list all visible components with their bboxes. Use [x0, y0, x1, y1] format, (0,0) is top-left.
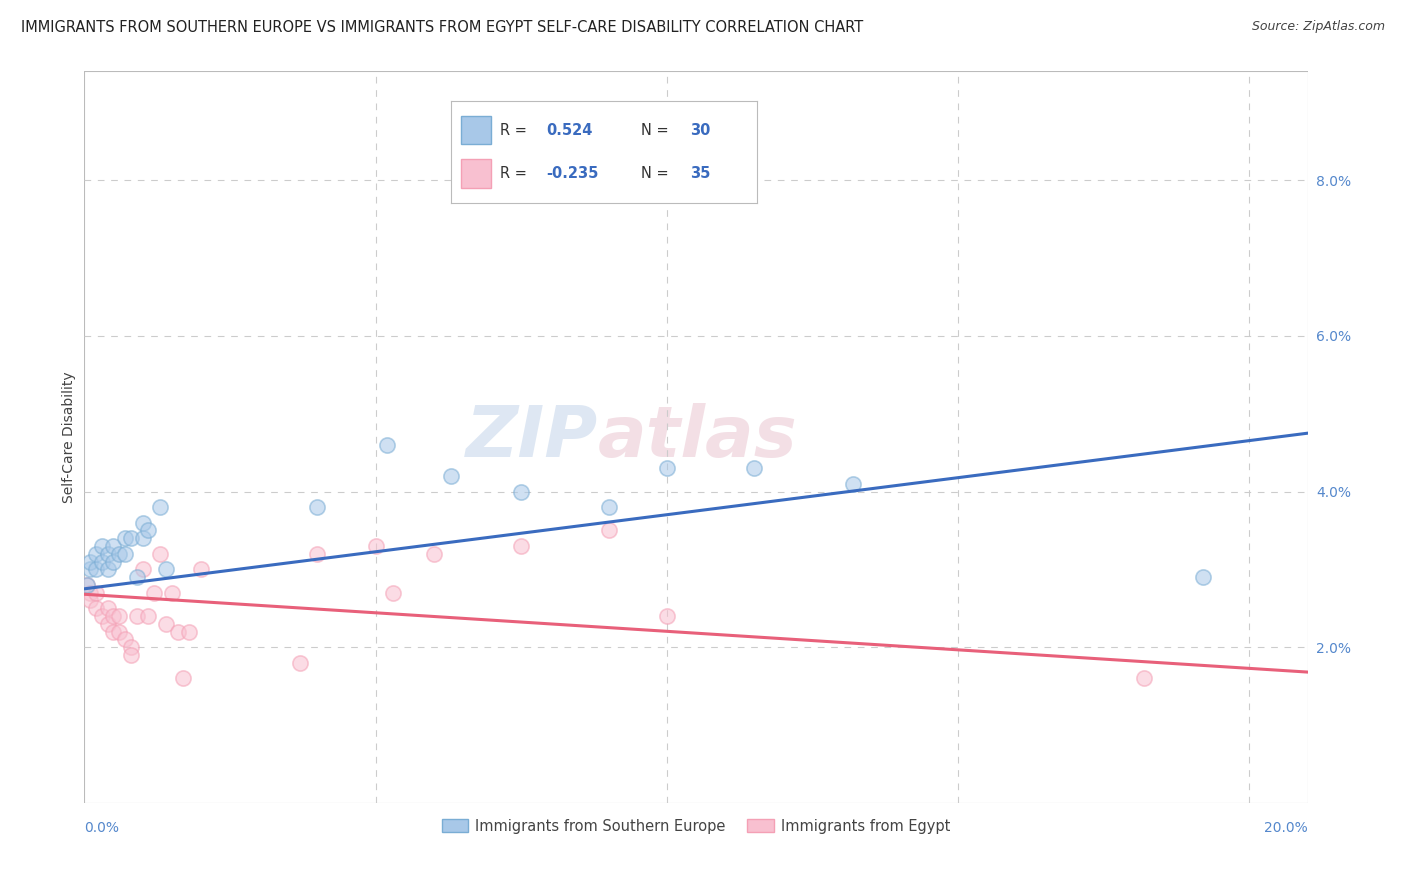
Point — [190, 562, 212, 576]
Point — [76, 578, 98, 592]
Point — [375, 438, 398, 452]
Text: atlas: atlas — [598, 402, 797, 472]
Point — [84, 601, 107, 615]
Point — [510, 484, 533, 499]
Point — [131, 531, 153, 545]
Point — [125, 570, 148, 584]
Point — [138, 609, 160, 624]
Point — [108, 624, 131, 639]
Point — [842, 476, 865, 491]
Point — [510, 539, 533, 553]
Text: ZIP: ZIP — [465, 402, 598, 472]
Point — [90, 555, 112, 569]
Text: 0.0%: 0.0% — [84, 821, 120, 835]
Point — [103, 624, 125, 639]
Point — [138, 524, 160, 538]
Point — [108, 609, 131, 624]
Point — [97, 616, 120, 631]
Point — [423, 547, 446, 561]
Point — [382, 585, 405, 599]
Legend: Immigrants from Southern Europe, Immigrants from Egypt: Immigrants from Southern Europe, Immigra… — [436, 813, 956, 839]
Point — [655, 461, 678, 475]
Point — [90, 539, 112, 553]
Point — [97, 601, 120, 615]
Point — [114, 531, 136, 545]
Point — [103, 539, 125, 553]
Point — [166, 624, 188, 639]
Text: Source: ZipAtlas.com: Source: ZipAtlas.com — [1251, 20, 1385, 33]
Point — [120, 648, 142, 662]
Point — [79, 555, 101, 569]
Point — [97, 562, 120, 576]
Y-axis label: Self-Care Disability: Self-Care Disability — [62, 371, 76, 503]
Point — [79, 593, 101, 607]
Point — [149, 500, 172, 515]
Point — [131, 562, 153, 576]
Point — [1133, 671, 1156, 685]
Point — [84, 562, 107, 576]
Point — [84, 547, 107, 561]
Text: 20.0%: 20.0% — [1264, 821, 1308, 835]
Point — [125, 609, 148, 624]
Point — [76, 578, 98, 592]
Point — [79, 562, 101, 576]
Point — [440, 469, 463, 483]
Point — [84, 585, 107, 599]
Point — [97, 547, 120, 561]
Point — [103, 609, 125, 624]
Point — [172, 671, 194, 685]
Point — [1191, 570, 1213, 584]
Point — [364, 539, 387, 553]
Point — [108, 547, 131, 561]
Point — [103, 555, 125, 569]
Point — [114, 632, 136, 647]
Point — [114, 547, 136, 561]
Point — [120, 640, 142, 655]
Point — [143, 585, 166, 599]
Point — [90, 609, 112, 624]
Point — [155, 562, 177, 576]
Point — [131, 516, 153, 530]
Point — [598, 524, 620, 538]
Point — [655, 609, 678, 624]
Point — [598, 500, 620, 515]
Point — [307, 500, 329, 515]
Point — [149, 547, 172, 561]
Point — [179, 624, 201, 639]
Point — [160, 585, 183, 599]
Point — [742, 461, 765, 475]
Point — [307, 547, 329, 561]
Text: IMMIGRANTS FROM SOUTHERN EUROPE VS IMMIGRANTS FROM EGYPT SELF-CARE DISABILITY CO: IMMIGRANTS FROM SOUTHERN EUROPE VS IMMIG… — [21, 20, 863, 35]
Point — [120, 531, 142, 545]
Point — [155, 616, 177, 631]
Point — [79, 585, 101, 599]
Point — [288, 656, 311, 670]
